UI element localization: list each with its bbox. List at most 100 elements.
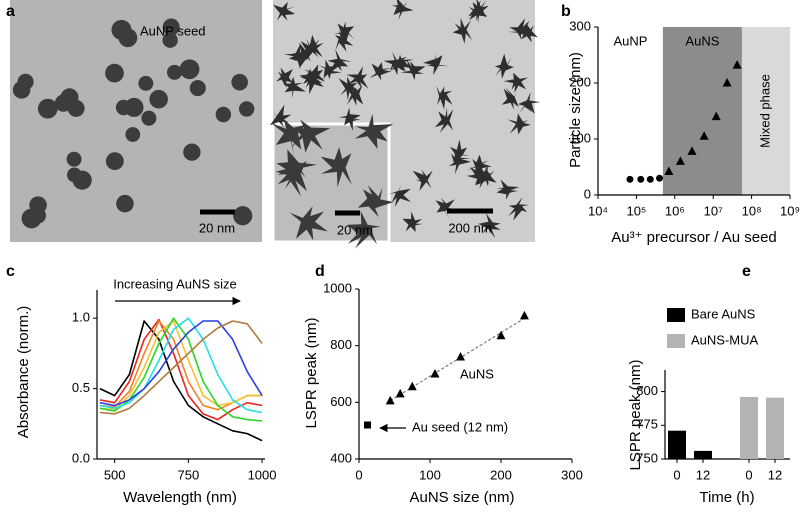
x-tick-label: 750 <box>178 467 200 482</box>
scale-label: 20 nm <box>199 220 235 235</box>
nanostar <box>303 64 326 87</box>
particle <box>179 59 200 80</box>
particle <box>66 151 82 167</box>
panel-label: d <box>315 263 325 280</box>
x-tick-label: 12 <box>696 467 710 482</box>
x-tick-label: 300 <box>561 467 583 482</box>
bar <box>766 397 784 459</box>
region-label: AuNP <box>613 33 647 48</box>
region <box>598 27 663 195</box>
nanostar <box>284 43 310 70</box>
nanostar <box>346 66 369 89</box>
nanostar <box>320 147 352 188</box>
legend-swatch <box>667 308 685 322</box>
legend-label: Bare AuNS <box>691 306 756 321</box>
scale-label: 20 nm <box>337 222 373 237</box>
nanostar <box>300 70 327 95</box>
x-tick-label: 100 <box>419 467 441 482</box>
panel-label: c <box>6 263 15 280</box>
nanostar <box>304 34 324 58</box>
x-tick-label: 0 <box>673 467 680 482</box>
x-axis-label: Time (h) <box>699 489 754 506</box>
y-axis-label: LSPR peak (nm) <box>627 360 644 471</box>
x-axis-label: Au³⁺ precursor / Au seed <box>611 229 777 246</box>
particle <box>162 32 178 48</box>
bar <box>694 450 712 459</box>
nanostar <box>412 169 433 191</box>
particle <box>238 101 255 117</box>
x-tick-label: 10⁴ <box>588 203 608 218</box>
nanostar <box>291 119 331 153</box>
panel-label: b <box>561 3 571 20</box>
particle <box>141 110 157 126</box>
x-tick-label: 200 <box>490 467 512 482</box>
data-point <box>519 310 529 320</box>
x-tick-label: 10⁷ <box>704 203 723 218</box>
data-point <box>646 175 654 183</box>
particle <box>60 88 79 107</box>
nanostar <box>391 0 414 20</box>
nanostar <box>319 59 342 80</box>
y-tick-label: 775 <box>636 417 658 432</box>
nanostar <box>402 211 423 232</box>
data-point <box>732 60 742 69</box>
data-point <box>496 330 506 340</box>
y-tick-label: 400 <box>330 450 352 465</box>
nanostar <box>269 104 292 127</box>
data-point <box>430 369 440 378</box>
spectrum-line <box>99 317 263 422</box>
data-point <box>656 174 664 182</box>
nanostar <box>466 164 492 185</box>
nanostar <box>452 18 472 44</box>
x-tick-label: 1000 <box>248 467 277 482</box>
y-tick-label: 0.0 <box>72 450 90 465</box>
particle <box>72 170 92 190</box>
particle <box>105 152 124 171</box>
data-point <box>664 166 674 175</box>
nanostar <box>448 150 472 175</box>
scale-label: 200 nm <box>448 220 491 235</box>
nanostar <box>333 21 355 41</box>
nanostar <box>435 197 455 219</box>
data-point <box>722 78 732 87</box>
y-tick-label: 0 <box>584 186 591 201</box>
nanostar <box>338 76 359 100</box>
y-tick-label: 100 <box>569 130 591 145</box>
particle <box>12 81 31 99</box>
x-tick-label: 0 <box>355 467 362 482</box>
x-axis-label: Wavelength (nm) <box>123 489 237 506</box>
spectrum-line <box>99 320 263 415</box>
region <box>741 27 790 195</box>
tem-images <box>10 0 541 249</box>
particle <box>125 127 141 142</box>
y-axis-label: Particle size (nm) <box>567 52 584 168</box>
x-tick-label: 10⁵ <box>626 203 646 218</box>
nanostar <box>400 59 426 81</box>
nanostar <box>299 68 323 91</box>
nanostar <box>357 185 394 218</box>
x-tick-label: 10⁸ <box>742 203 762 218</box>
panel-label: a <box>6 3 15 20</box>
nanostar <box>494 53 514 79</box>
particle <box>30 207 47 224</box>
nanostar <box>273 1 296 21</box>
nanostar <box>468 0 487 24</box>
nanostar <box>289 206 328 241</box>
nanostar <box>422 54 449 75</box>
nanostar <box>434 107 454 133</box>
particle <box>233 206 253 226</box>
particle <box>138 75 154 91</box>
nanostar <box>334 30 354 52</box>
particle <box>183 143 201 161</box>
nanostar <box>347 210 381 249</box>
data-point <box>456 352 466 361</box>
annotation: Au seed (12 nm) <box>412 419 508 434</box>
nanostar <box>450 139 470 162</box>
data-point <box>364 421 372 429</box>
image-label: AuNP seed <box>140 23 206 38</box>
particle <box>215 106 232 123</box>
nanostar <box>496 179 520 200</box>
data-point <box>637 175 645 183</box>
nanostar <box>436 85 453 110</box>
nanostar <box>508 18 533 40</box>
